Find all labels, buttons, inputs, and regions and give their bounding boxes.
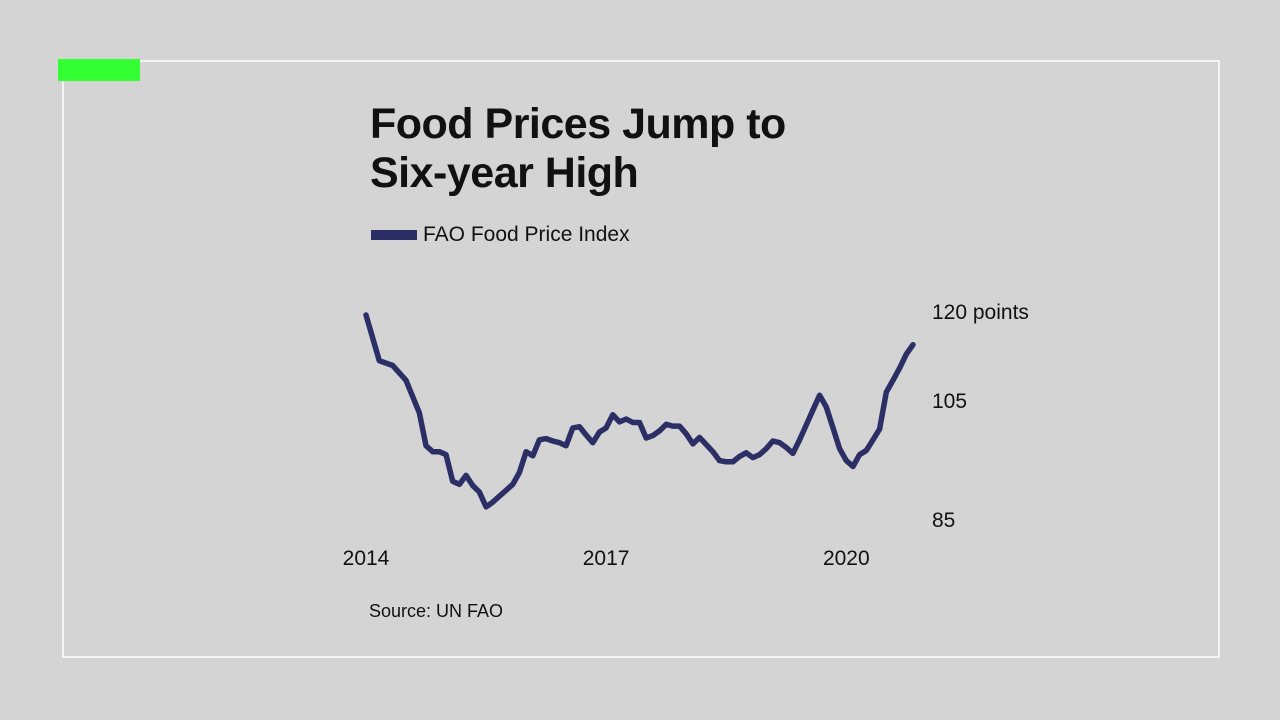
source-note: Source: UN FAO [369, 601, 504, 621]
y-tick-label-120: 120 points [932, 301, 1029, 324]
brand-accent-bar [58, 59, 140, 81]
x-tick-label-2017: 2017 [583, 547, 630, 570]
chart-title: Food Prices Jump to Six-year High [370, 100, 786, 197]
y-tick-label-105: 105 [932, 390, 967, 413]
series-line-0 [363, 312, 916, 510]
legend: FAO Food Price Index [371, 222, 630, 248]
x-tick-label-2014: 2014 [343, 547, 390, 570]
y-tick-label-85: 85 [932, 509, 955, 532]
x-tick-label-2020: 2020 [823, 547, 870, 570]
legend-swatch [371, 230, 417, 240]
legend-label: FAO Food Price Index [423, 223, 630, 246]
chart-frame [62, 60, 1220, 658]
